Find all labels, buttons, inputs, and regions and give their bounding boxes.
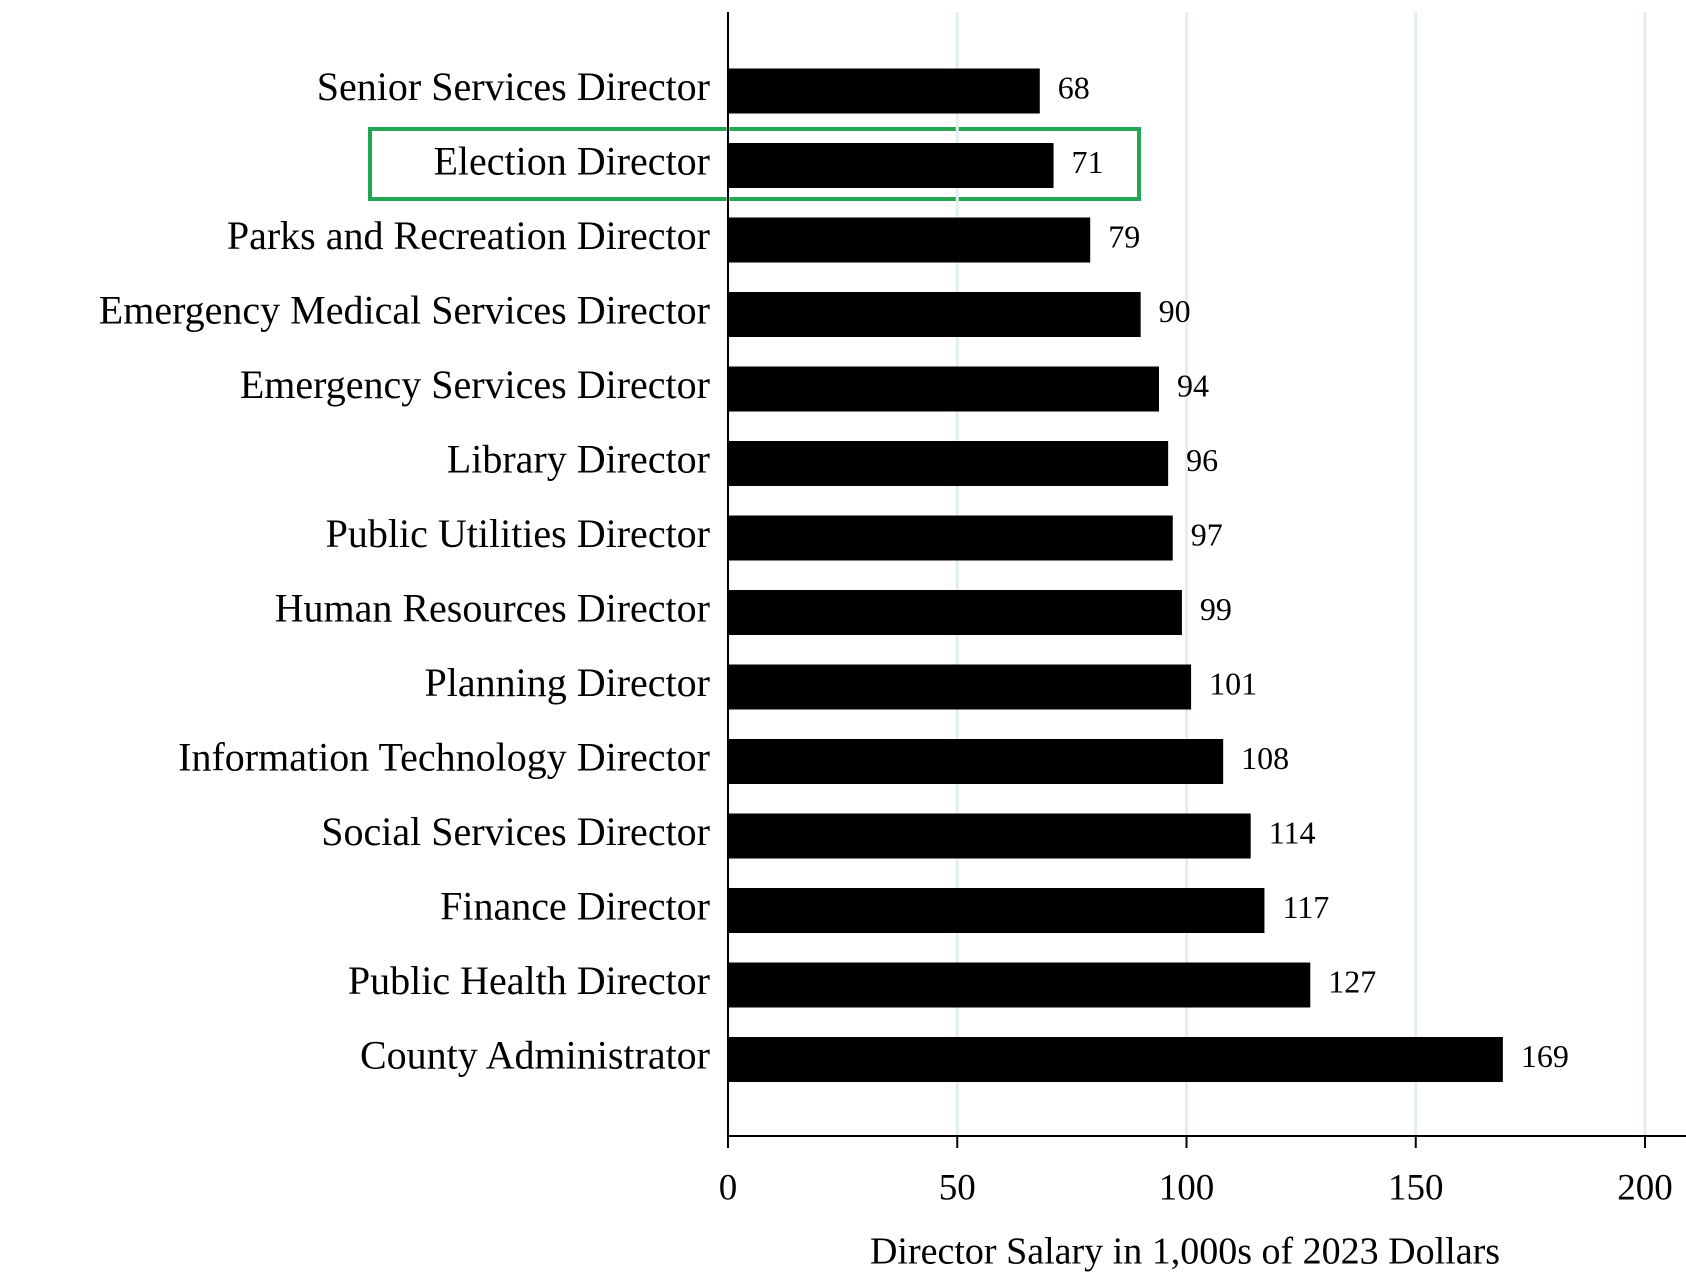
value-label: 117: [1282, 889, 1329, 925]
bar: [728, 590, 1182, 635]
y-tick-label: Emergency Services Director: [240, 362, 710, 407]
value-label: 127: [1328, 963, 1376, 999]
value-label: 169: [1521, 1038, 1569, 1074]
value-label: 71: [1072, 144, 1104, 180]
bar: [728, 739, 1224, 784]
value-label: 99: [1200, 591, 1232, 627]
y-tick-label: Finance Director: [440, 884, 710, 929]
bar: [728, 143, 1054, 188]
value-label: 96: [1186, 442, 1218, 478]
y-tick-label: County Administrator: [360, 1033, 710, 1078]
x-axis-title: Director Salary in 1,000s of 2023 Dollar…: [870, 1231, 1500, 1273]
bar: [728, 1037, 1503, 1082]
value-label: 79: [1108, 218, 1140, 254]
bar: [728, 962, 1311, 1008]
x-tick-label: 0: [719, 1167, 738, 1208]
y-tick-label: Social Services Director: [321, 809, 710, 854]
y-tick-label: Planning Director: [425, 660, 711, 705]
y-tick-label: Emergency Medical Services Director: [99, 288, 710, 333]
bar: [728, 217, 1091, 263]
value-label: 68: [1058, 69, 1090, 105]
y-tick-label: Parks and Recreation Director: [227, 213, 710, 258]
bar: [728, 813, 1251, 859]
value-label: 114: [1269, 814, 1316, 850]
highlight-box: [368, 127, 1141, 201]
y-tick-label: Public Utilities Director: [326, 511, 710, 556]
y-tick-label: Public Health Director: [348, 958, 710, 1003]
value-label: 101: [1209, 665, 1257, 701]
y-tick-label: Information Technology Director: [178, 735, 710, 780]
x-tick-label: 100: [1159, 1167, 1215, 1208]
bar: [728, 664, 1192, 710]
bar: [728, 292, 1141, 337]
x-tick-label: 50: [939, 1167, 976, 1208]
bar: [728, 888, 1265, 933]
x-tick-label: 200: [1617, 1167, 1673, 1208]
value-label: 94: [1177, 367, 1209, 403]
bar: [728, 515, 1173, 561]
value-label: 97: [1191, 516, 1223, 552]
bar: [728, 441, 1169, 486]
value-label: 90: [1159, 293, 1191, 329]
bar: [728, 366, 1159, 412]
x-tick-label: 150: [1388, 1167, 1444, 1208]
y-tick-label: Human Resources Director: [275, 586, 710, 631]
value-label: 108: [1241, 740, 1289, 776]
y-tick-label: Library Director: [447, 437, 710, 482]
bar: [728, 68, 1040, 114]
y-tick-label: Election Director: [433, 139, 710, 184]
y-tick-label: Senior Services Director: [317, 64, 710, 109]
